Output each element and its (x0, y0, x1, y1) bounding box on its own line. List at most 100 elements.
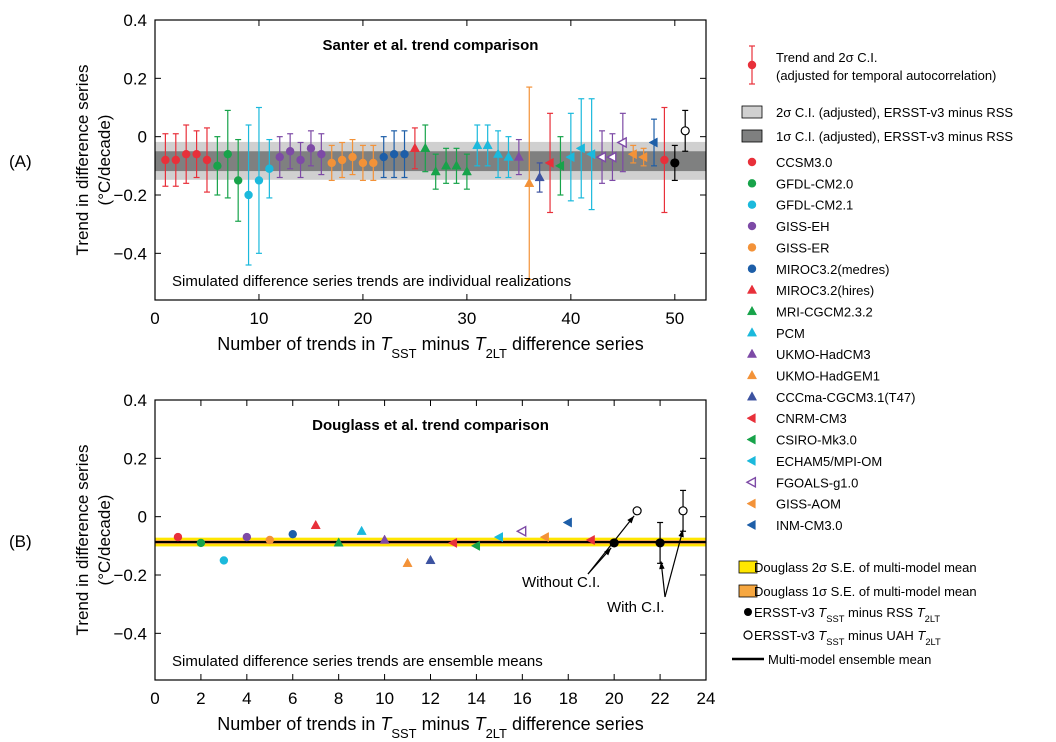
callout-arrowhead (678, 529, 684, 538)
label-part-t2: T (917, 628, 926, 643)
plot-frame (154, 19, 707, 301)
legend-model-marker (747, 264, 757, 273)
label-part-mid: minus UAH (844, 628, 917, 643)
data-point (441, 160, 452, 170)
data-point (451, 160, 462, 170)
label-part-t2: T (475, 334, 488, 354)
panel-title: Douglass et al. trend comparison (312, 417, 549, 434)
legend-obs-rss-label: ERSST-v3 TSST minus RSS T2LT (754, 605, 940, 624)
label-part-t1: T (818, 605, 827, 620)
y-axis-label-line: (°C/decade) (95, 115, 114, 206)
legend-model-label: GISS-AOM (776, 497, 841, 512)
y-axis-label-line: Trend in difference series (73, 445, 92, 636)
data-point (317, 149, 326, 159)
data-point (379, 534, 390, 544)
legend-model-label: CSIRO-Mk3.0 (776, 433, 857, 448)
label-part-post: difference series (507, 714, 644, 734)
legend-model-label: GFDL-CM2.0 (776, 176, 853, 191)
data-point (196, 538, 206, 548)
legend-obs-uah-label: ERSST-v3 TSST minus UAH T2LT (754, 628, 941, 647)
legend-model-marker (746, 369, 758, 380)
callout-with-ci: With C.I. (607, 599, 665, 616)
legend-douglass2-label: Douglass 2σ S.E. of multi-model mean (754, 560, 977, 575)
legend-model-marker (746, 305, 758, 316)
data-point (470, 540, 481, 551)
panel-label: (A) (9, 152, 32, 171)
x-tick-label: 6 (288, 689, 297, 708)
x-tick-label: 30 (457, 309, 476, 328)
obs-point-uah (680, 126, 690, 136)
legend-trend-ci-label: Trend and 2σ C.I. (776, 50, 877, 65)
label-part-mid: minus (417, 714, 475, 734)
legend-mean-line-label: Multi-model ensemble mean (768, 652, 931, 667)
label-part-s2: 2LT (925, 637, 941, 647)
data-point (219, 556, 229, 565)
legend-model-label: UKMO-HadGEM1 (776, 369, 880, 384)
data-point (202, 155, 212, 165)
y-tick-label: 0.4 (123, 11, 147, 30)
legend-model-label: GISS-ER (776, 240, 829, 255)
x-tick-label: 10 (375, 689, 394, 708)
x-tick-label: 0 (150, 309, 159, 328)
legend-band2-swatch (741, 105, 763, 119)
legend-trend-ci-sublabel: (adjusted for temporal autocorrelation) (776, 68, 996, 83)
data-point (575, 143, 585, 154)
data-point (534, 171, 545, 182)
data-point (554, 160, 565, 171)
y-axis-label: Trend in difference series (°C/decade) (73, 445, 114, 636)
data-point (288, 529, 297, 539)
label-part-s2: 2LT (925, 614, 941, 624)
y-tick-label: −0.4 (113, 244, 147, 263)
x-tick-label: 4 (242, 689, 251, 708)
callout-arrowhead (659, 561, 665, 570)
data-point (472, 139, 483, 150)
legend-model-marker (747, 179, 757, 188)
data-point (638, 152, 648, 163)
legend-douglass1-label: Douglass 1σ S.E. of multi-model mean (754, 584, 977, 599)
label-part-post: difference series (507, 334, 644, 354)
data-point (389, 149, 399, 159)
x-tick-label: 20 (605, 689, 624, 708)
data-point (327, 158, 336, 168)
x-tick-label: 16 (513, 689, 532, 708)
label-part-t1: T (380, 714, 393, 734)
label-part-s1: SST (826, 637, 844, 647)
data-point (265, 164, 274, 173)
data-point (171, 155, 180, 165)
data-point (358, 158, 368, 168)
data-point (493, 148, 504, 158)
panel-a: 0 10 20 30 40 50 −0.4 −0.2 0 0.2 0.4 Santer et al. … (9, 11, 707, 361)
obs-point-uah (678, 506, 688, 516)
callout-arrowhead (627, 515, 635, 524)
legend-douglass2-swatch (738, 560, 758, 574)
x-tick-label: 40 (561, 309, 580, 328)
legend-model-label: MIROC3.2(hires) (776, 283, 874, 298)
data-point (337, 155, 347, 165)
legend-douglass1-swatch (738, 584, 758, 598)
legend-model-marker (746, 391, 758, 401)
label-part-mid: minus (417, 334, 475, 354)
obs-point-uah (632, 506, 642, 516)
data-point (430, 166, 441, 176)
y-tick-label: −0.2 (113, 186, 147, 205)
data-point (616, 136, 627, 149)
data-point (285, 147, 295, 156)
data-point (425, 554, 436, 565)
data-point (244, 190, 253, 200)
x-tick-label: 24 (697, 689, 716, 708)
legend-obs-rss-marker (744, 608, 752, 616)
data-point (627, 149, 637, 160)
data-point (585, 534, 595, 546)
data-point (296, 155, 305, 165)
x-tick-label: 22 (651, 689, 670, 708)
legend-model-marker (746, 519, 756, 530)
data-point (348, 152, 357, 162)
legend-band1-label: 1σ C.I. (adjusted), ERSST-v3 minus RSS (776, 129, 1013, 144)
data-point (595, 151, 607, 163)
label-part-s1: SST (391, 726, 416, 741)
legend-model-label: GFDL-CM2.1 (776, 198, 853, 213)
data-point (402, 557, 413, 567)
legend-model-marker (745, 476, 757, 489)
data-point (213, 161, 222, 171)
data-point (356, 525, 367, 535)
